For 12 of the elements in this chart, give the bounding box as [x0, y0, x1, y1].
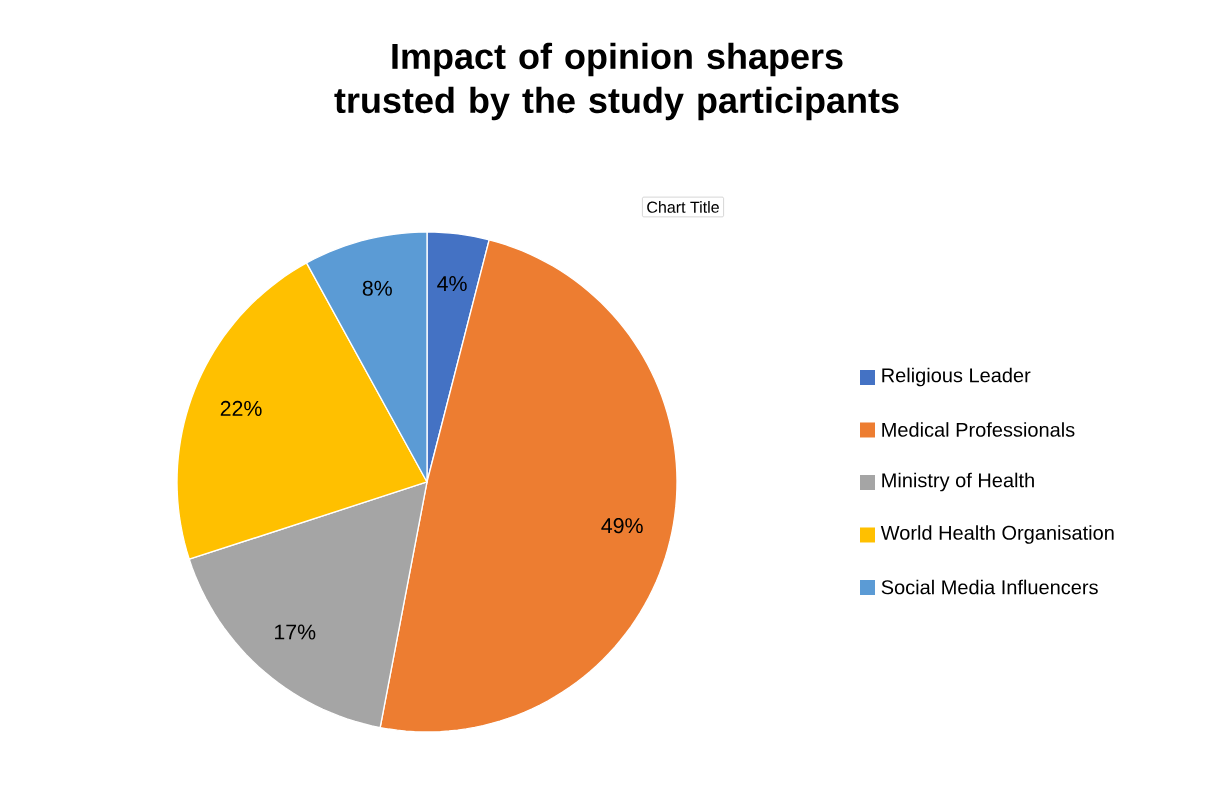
- legend-label: Social Media Influencers: [881, 579, 1098, 595]
- data-label: 49%: [601, 518, 643, 534]
- data-label: 17%: [275, 624, 316, 640]
- text: Chart Title: [647, 201, 719, 213]
- legend-label: World Health Organisation: [880, 525, 1114, 544]
- data-label: 8%: [362, 280, 392, 296]
- data-label: 22%: [220, 400, 262, 416]
- chart-title: Impact of opinion shapers trusted by the study participants: [334, 42, 899, 121]
- data-label: 4%: [437, 276, 467, 292]
- legend-label: Medical Professionals: [882, 422, 1075, 437]
- legend-label: Religious Leader: [882, 367, 1031, 387]
- legend-label: Ministry of Health: [882, 472, 1034, 492]
